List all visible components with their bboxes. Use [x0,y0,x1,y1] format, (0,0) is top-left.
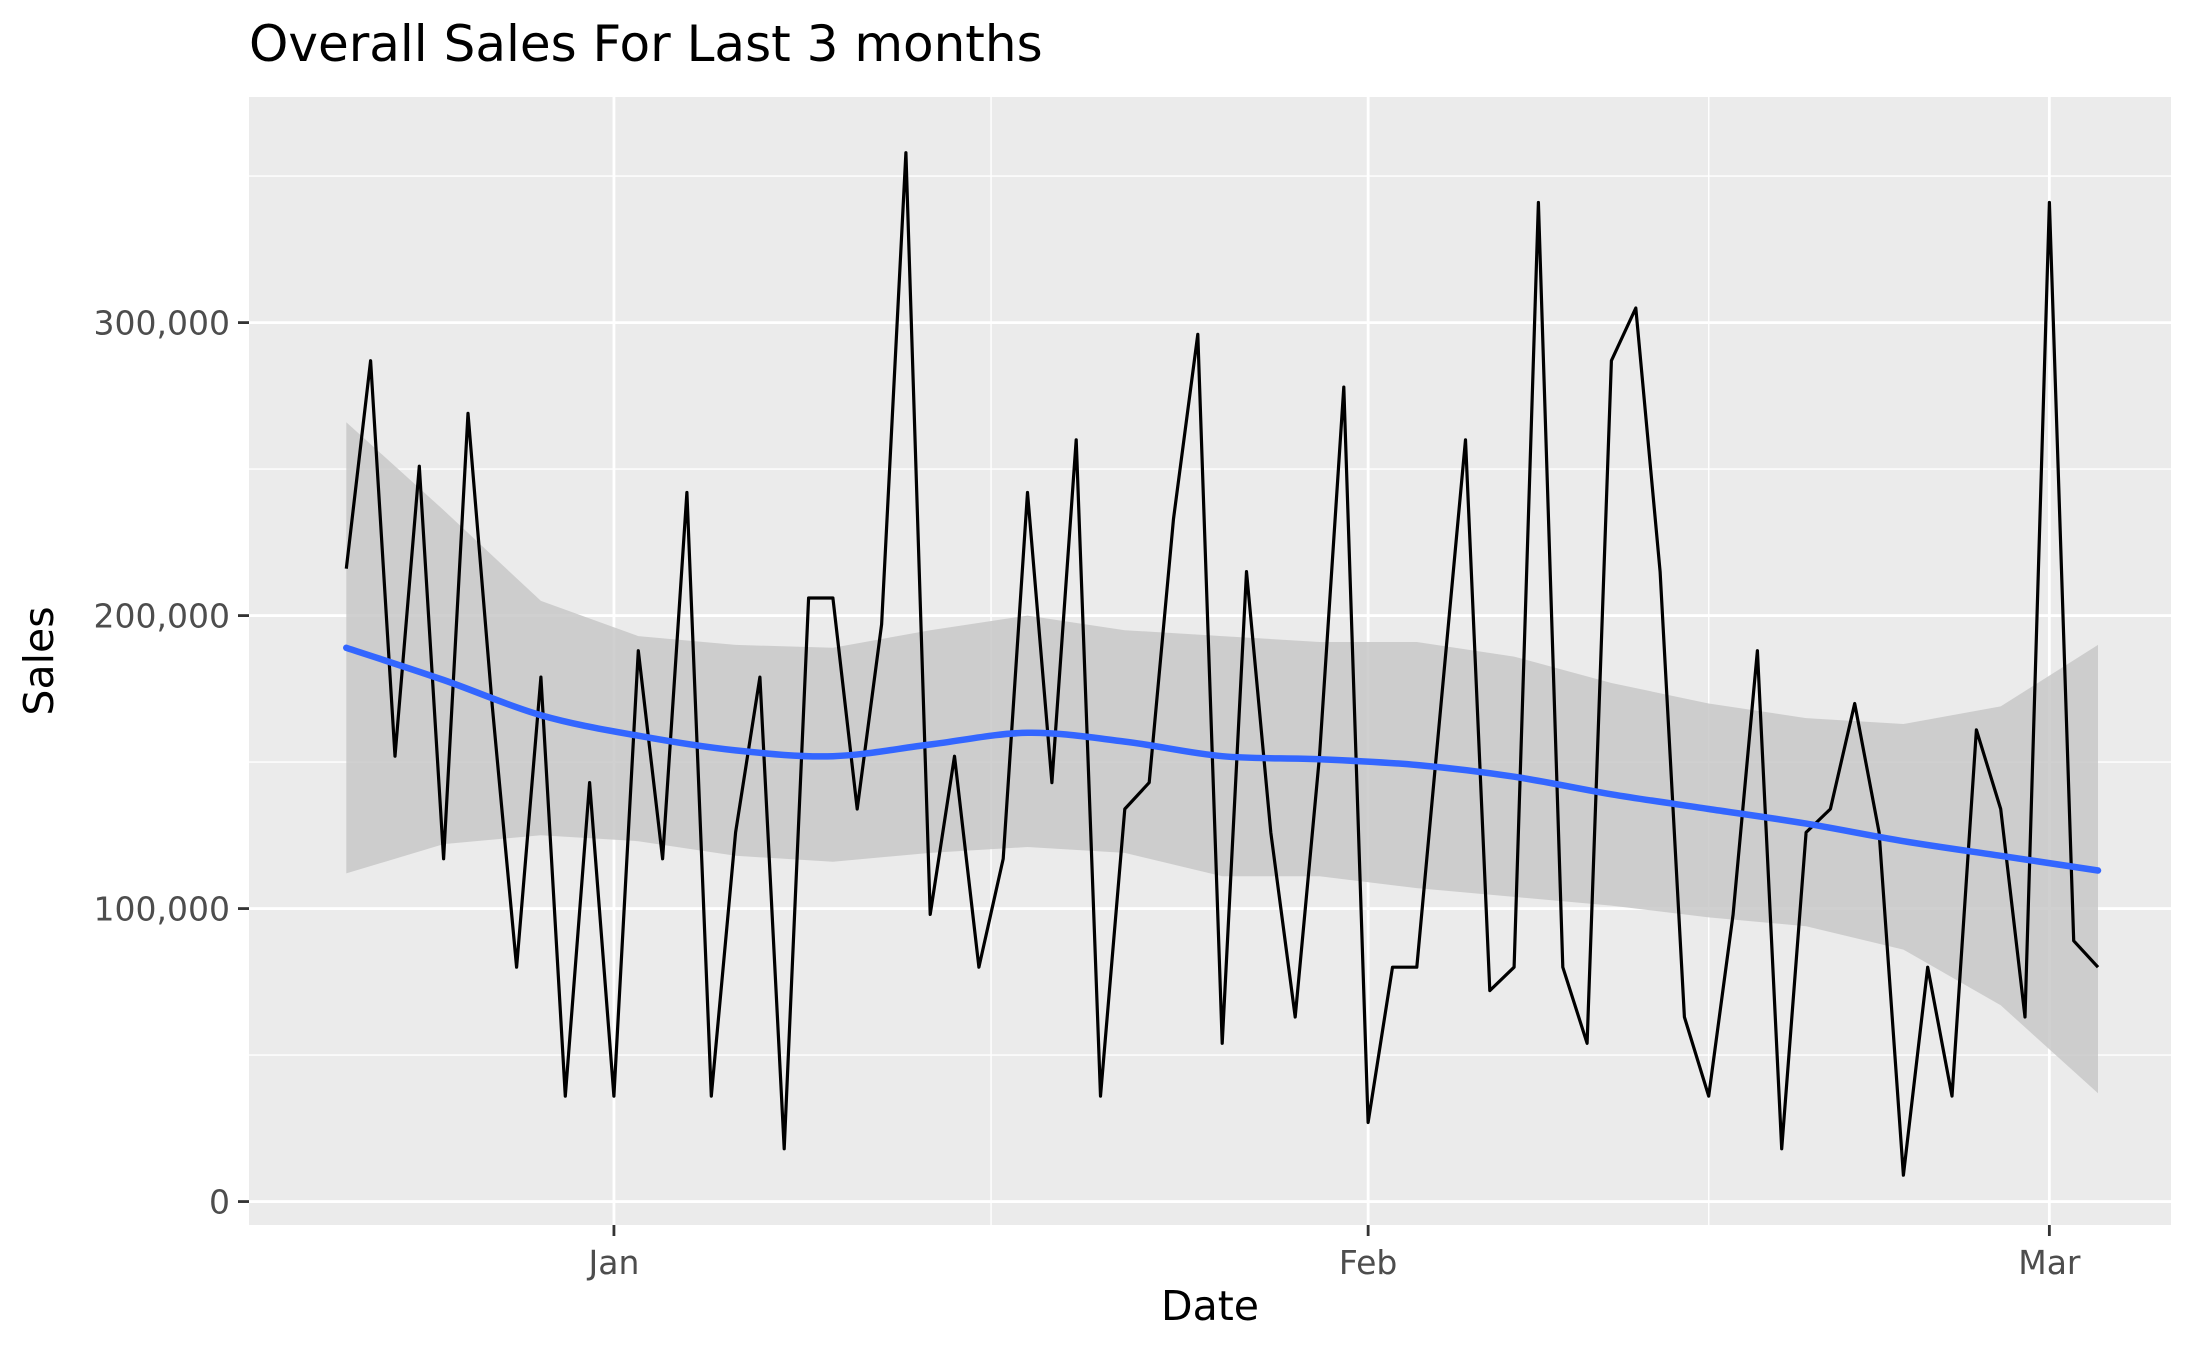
y-tick-label: 100,000 [94,890,230,929]
x-tick-label: Jan [586,1243,639,1282]
y-tick-label: 0 [209,1183,230,1222]
y-tick-label: 200,000 [94,597,230,636]
smooth-trend-line [343,644,2102,874]
x-tick-label: Feb [1339,1243,1397,1282]
sales-line-layer [344,151,2100,1177]
sales-series-line [344,151,2100,1177]
smooth-line-layer [343,644,2102,874]
y-tick-label: 300,000 [94,304,230,343]
x-tick-label: Mar [2018,1243,2081,1282]
x-axis: Jan Feb Mar [586,1225,2081,1282]
x-axis-title: Date [1161,1282,1259,1330]
chart-title: Overall Sales For Last 3 months [249,15,1043,73]
y-axis: 0 100,000 200,000 300,000 [94,304,249,1222]
y-axis-title: Sales [15,606,63,715]
